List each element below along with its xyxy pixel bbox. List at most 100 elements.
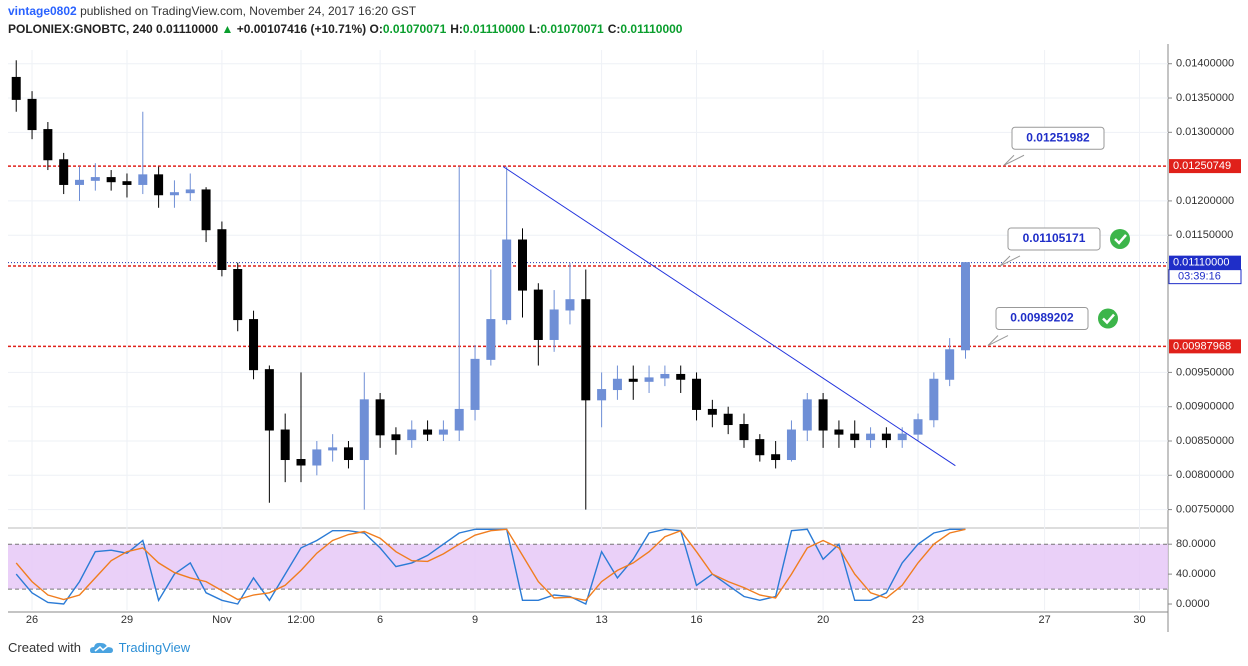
- candle-body: [328, 447, 338, 451]
- user[interactable]: vintage0802: [8, 4, 77, 18]
- level-box: [1169, 159, 1241, 174]
- candle-body: [122, 181, 132, 185]
- candle-body: [185, 189, 195, 194]
- created: Created with: [8, 640, 81, 655]
- x-tick-label: 29: [121, 614, 133, 626]
- ohlc: O:0.01070071 H:0.01110000 L:0.01070071 C:0.…: [370, 22, 687, 36]
- x-tick-label: 12:00: [287, 614, 315, 626]
- y-tick-label: 0.01150000: [1176, 229, 1233, 241]
- last-price-box: [1169, 255, 1241, 270]
- level-label: 0.00987968: [1173, 340, 1231, 352]
- check-icon: [1114, 234, 1127, 245]
- callout-label: 0.01105171: [1023, 231, 1086, 245]
- candle-body: [454, 408, 464, 431]
- y-tick-label: 0.01400000: [1176, 58, 1234, 70]
- x-tick-label: 9: [472, 614, 478, 626]
- ohlc-value: 0.01070071: [540, 22, 604, 36]
- candle-body: [59, 159, 69, 185]
- candle-body: [897, 433, 907, 441]
- candle-body: [343, 447, 353, 461]
- y-tick-label: 0.0000: [1176, 598, 1210, 610]
- candle-body: [438, 429, 448, 435]
- x-tick-label: Nov: [212, 614, 232, 626]
- last: 0.01110000: [156, 22, 219, 36]
- x-tick-label: 6: [377, 614, 383, 626]
- candle-body: [644, 377, 654, 382]
- callout-pointer: [999, 255, 1021, 267]
- candle-body: [707, 408, 717, 415]
- candle-body: [502, 239, 512, 321]
- candle-body: [138, 174, 148, 185]
- candle-body: [27, 98, 37, 131]
- candle-body: [249, 319, 259, 371]
- x-tick-label: 13: [595, 614, 607, 626]
- candle-body: [486, 319, 496, 360]
- y-tick-label: 40.0000: [1176, 568, 1216, 580]
- candle-body: [312, 449, 322, 466]
- ohlc-key: H:: [450, 22, 463, 36]
- last-price-label: 0.01110000: [1173, 257, 1229, 269]
- countdown-box: [1168, 269, 1242, 285]
- callout-label: 0.01251982: [1026, 130, 1090, 144]
- callout-box: [1007, 227, 1101, 251]
- candle-body: [755, 439, 765, 456]
- candle-body: [233, 269, 243, 321]
- candle-body: [850, 433, 860, 441]
- candle-body: [201, 189, 211, 231]
- stoch-line: [15, 528, 966, 605]
- candle-body: [597, 389, 607, 401]
- ohlc-value: 0.01070071: [382, 22, 447, 36]
- x-tick-label: 26: [26, 614, 38, 626]
- candle-body: [913, 419, 923, 435]
- candle-body: [391, 434, 401, 441]
- ohlc-key: O:: [369, 22, 383, 36]
- brand[interactable]: TradingView: [118, 640, 191, 655]
- publish-line: vintage0802 published on TradingView.com…: [8, 4, 416, 18]
- candle-body: [518, 239, 528, 291]
- x-tick-label: 20: [817, 614, 829, 626]
- footer: Created with TradingView: [8, 640, 190, 657]
- y-tick-label: 0.00850000: [1176, 435, 1234, 447]
- y-tick-label: 0.01200000: [1176, 195, 1234, 207]
- candle-body: [692, 378, 702, 410]
- candle-body: [771, 454, 781, 461]
- candles: [11, 60, 970, 510]
- change: +0.00107416 (+10.71%): [236, 22, 367, 36]
- candle-body: [834, 429, 844, 435]
- callout-box: [1011, 126, 1105, 150]
- countdown: 03:39:16: [1178, 271, 1221, 283]
- y-tick-label: 0.00800000: [1176, 469, 1234, 481]
- x-tick-label: 30: [1133, 614, 1145, 626]
- y-tick-label: 0.00950000: [1176, 366, 1234, 378]
- candle-body: [866, 433, 876, 441]
- symbol-line: POLONIEX:GNOBTC, 240 0.01110000 ▲ +0.001…: [8, 22, 686, 36]
- stoch-line: [15, 528, 966, 602]
- level-label: 0.01250749: [1173, 160, 1231, 172]
- callout-label: 0.00989202: [1010, 311, 1074, 325]
- candle-body: [581, 299, 591, 401]
- arrow: ▲: [221, 22, 234, 36]
- ohlc-value: 0.01110000: [462, 22, 525, 36]
- y-tick-label: 0.01300000: [1176, 126, 1234, 138]
- candle-body: [881, 433, 891, 441]
- candle-body: [549, 309, 559, 340]
- candle-body: [169, 192, 179, 196]
- candle-body: [90, 177, 100, 181]
- candle-body: [75, 179, 85, 185]
- candle-body: [786, 429, 796, 461]
- candle-body: [106, 177, 116, 183]
- candle-body: [375, 399, 385, 436]
- y-tick-label: 80.0000: [1176, 538, 1216, 550]
- candle-body: [533, 289, 543, 340]
- x-tick-label: 23: [912, 614, 924, 626]
- y-tick-label: 0.01350000: [1176, 92, 1234, 104]
- candle-body: [407, 429, 417, 441]
- check-icon: [1102, 313, 1115, 325]
- trendline: [502, 166, 956, 467]
- candle-body: [960, 262, 970, 351]
- callout-pointer: [1003, 154, 1025, 166]
- candle-body: [676, 373, 686, 380]
- candle-body: [929, 378, 939, 421]
- candle-body: [628, 378, 638, 382]
